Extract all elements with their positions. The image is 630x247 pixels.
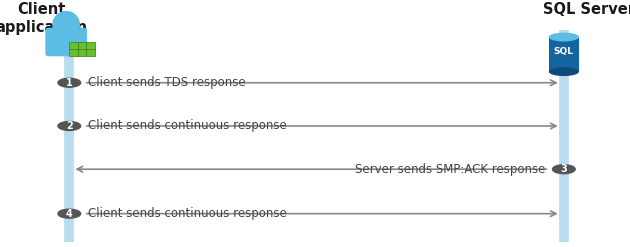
FancyBboxPatch shape [45, 28, 87, 56]
Text: 2: 2 [66, 121, 72, 131]
Circle shape [58, 78, 81, 87]
Circle shape [553, 165, 575, 174]
Ellipse shape [549, 33, 579, 41]
Text: SQL Server: SQL Server [543, 2, 630, 18]
FancyBboxPatch shape [69, 42, 94, 56]
Text: 1: 1 [66, 78, 72, 88]
Text: Client sends continuous response: Client sends continuous response [88, 207, 287, 220]
Text: 3: 3 [561, 164, 567, 174]
Text: Client
application: Client application [0, 2, 87, 35]
Text: SQL: SQL [554, 47, 574, 56]
Polygon shape [549, 37, 579, 72]
Ellipse shape [52, 11, 80, 39]
Text: Client sends TDS response: Client sends TDS response [88, 76, 246, 89]
Ellipse shape [549, 67, 579, 76]
Circle shape [58, 122, 81, 130]
Text: Server sends SMP:ACK response: Server sends SMP:ACK response [355, 163, 545, 176]
Text: Client sends continuous response: Client sends continuous response [88, 120, 287, 132]
Text: 4: 4 [66, 209, 72, 219]
Circle shape [58, 209, 81, 218]
